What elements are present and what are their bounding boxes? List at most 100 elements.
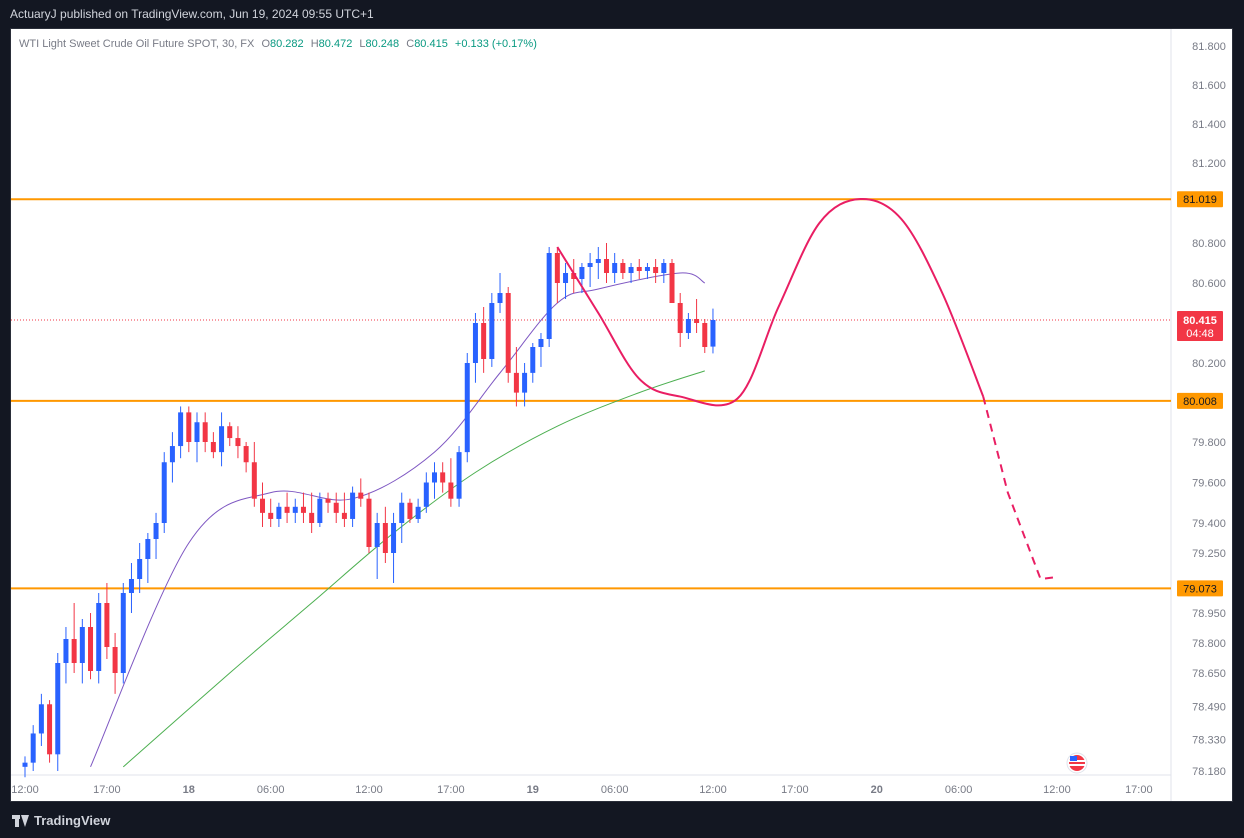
candle[interactable] xyxy=(243,442,249,473)
candle[interactable] xyxy=(260,482,266,528)
projection-dashed[interactable] xyxy=(982,396,1058,581)
candle[interactable] xyxy=(317,492,323,527)
candle[interactable] xyxy=(382,506,388,563)
candle[interactable] xyxy=(628,263,634,283)
candle-body xyxy=(276,506,282,519)
candle-body xyxy=(374,523,380,547)
candle[interactable] xyxy=(235,426,241,459)
candle[interactable] xyxy=(292,498,298,523)
candle[interactable] xyxy=(309,492,315,533)
candle[interactable] xyxy=(505,287,511,383)
candle-body xyxy=(260,498,266,513)
candle[interactable] xyxy=(284,492,290,523)
candle[interactable] xyxy=(489,293,495,367)
candle-body xyxy=(366,498,372,547)
candle[interactable] xyxy=(710,308,716,354)
candle[interactable] xyxy=(153,512,159,559)
candle[interactable] xyxy=(571,259,577,293)
candle[interactable] xyxy=(47,700,53,763)
candle[interactable] xyxy=(694,299,700,333)
candle[interactable] xyxy=(300,492,306,523)
candle[interactable] xyxy=(169,432,175,483)
candle[interactable] xyxy=(661,259,667,283)
candle[interactable] xyxy=(219,412,225,467)
candle[interactable] xyxy=(456,446,462,507)
tradingview-logo[interactable]: TradingView xyxy=(12,813,110,828)
candle[interactable] xyxy=(38,693,44,746)
candle[interactable] xyxy=(79,619,85,684)
candle[interactable] xyxy=(440,462,446,493)
candle[interactable] xyxy=(415,498,421,523)
candle[interactable] xyxy=(546,247,552,347)
candle[interactable] xyxy=(268,498,274,527)
candle[interactable] xyxy=(104,583,110,659)
candle[interactable] xyxy=(210,432,216,459)
candle[interactable] xyxy=(358,478,364,507)
legend-symbol: WTI Light Sweet Crude Oil Future SPOT, 3… xyxy=(19,38,255,50)
candle[interactable] xyxy=(513,347,519,407)
candle[interactable] xyxy=(620,259,626,279)
candle[interactable] xyxy=(88,613,94,680)
candle[interactable] xyxy=(128,563,134,613)
candle[interactable] xyxy=(685,313,691,339)
candle[interactable] xyxy=(448,458,454,507)
candle[interactable] xyxy=(677,293,683,347)
candle[interactable] xyxy=(71,603,77,673)
candle[interactable] xyxy=(55,653,61,771)
y-tick-label: 78.330 xyxy=(1192,735,1226,747)
candle[interactable] xyxy=(497,273,503,313)
candle[interactable] xyxy=(374,512,380,579)
candle[interactable] xyxy=(595,247,601,279)
candle[interactable] xyxy=(194,412,200,463)
candle[interactable] xyxy=(120,583,126,684)
candle[interactable] xyxy=(161,452,167,533)
chart-area[interactable]: 81.800 81.600 81.400 81.200 80.800 80.600 80.2… xyxy=(10,28,1233,802)
candle[interactable] xyxy=(391,512,397,583)
candle[interactable] xyxy=(636,259,642,279)
brand-name: TradingView xyxy=(34,813,111,828)
candle[interactable] xyxy=(202,412,208,453)
candle[interactable] xyxy=(276,502,282,527)
candle[interactable] xyxy=(669,259,675,303)
candle[interactable] xyxy=(587,253,593,287)
candle-body xyxy=(112,647,118,673)
candle[interactable] xyxy=(464,353,470,463)
candle[interactable] xyxy=(603,243,609,283)
candle[interactable] xyxy=(472,313,478,383)
candle[interactable] xyxy=(63,627,69,684)
candle[interactable] xyxy=(432,462,437,499)
projection-curve[interactable] xyxy=(556,197,985,407)
candle[interactable] xyxy=(563,263,569,299)
candle[interactable] xyxy=(423,472,429,513)
candle[interactable] xyxy=(522,363,528,407)
candle[interactable] xyxy=(325,492,331,513)
candle[interactable] xyxy=(178,406,184,459)
candle[interactable] xyxy=(145,533,151,583)
candle[interactable] xyxy=(644,263,650,279)
candle[interactable] xyxy=(186,406,192,453)
candle-body xyxy=(71,639,77,663)
candle[interactable] xyxy=(653,259,659,283)
candle[interactable] xyxy=(399,492,405,543)
candle[interactable] xyxy=(227,422,233,447)
candle[interactable] xyxy=(612,253,618,283)
price-chart[interactable]: 81.800 81.600 81.400 81.200 80.800 80.600 80.2… xyxy=(11,29,1232,801)
candle[interactable] xyxy=(30,725,36,771)
candle[interactable] xyxy=(350,486,356,527)
candle-body xyxy=(407,502,413,519)
candle[interactable] xyxy=(96,593,102,684)
candle[interactable] xyxy=(251,442,257,507)
candle[interactable] xyxy=(407,498,413,523)
candle[interactable] xyxy=(341,492,347,527)
candle[interactable] xyxy=(333,492,339,523)
candle[interactable] xyxy=(481,307,487,373)
candle[interactable] xyxy=(554,247,560,303)
us-flag-icon[interactable] xyxy=(1066,752,1088,774)
candle[interactable] xyxy=(112,633,118,694)
candle[interactable] xyxy=(22,756,28,778)
candle[interactable] xyxy=(137,543,143,593)
candle[interactable] xyxy=(530,343,536,383)
candle[interactable] xyxy=(538,333,544,367)
candle[interactable] xyxy=(702,319,708,353)
candle[interactable] xyxy=(366,492,372,553)
